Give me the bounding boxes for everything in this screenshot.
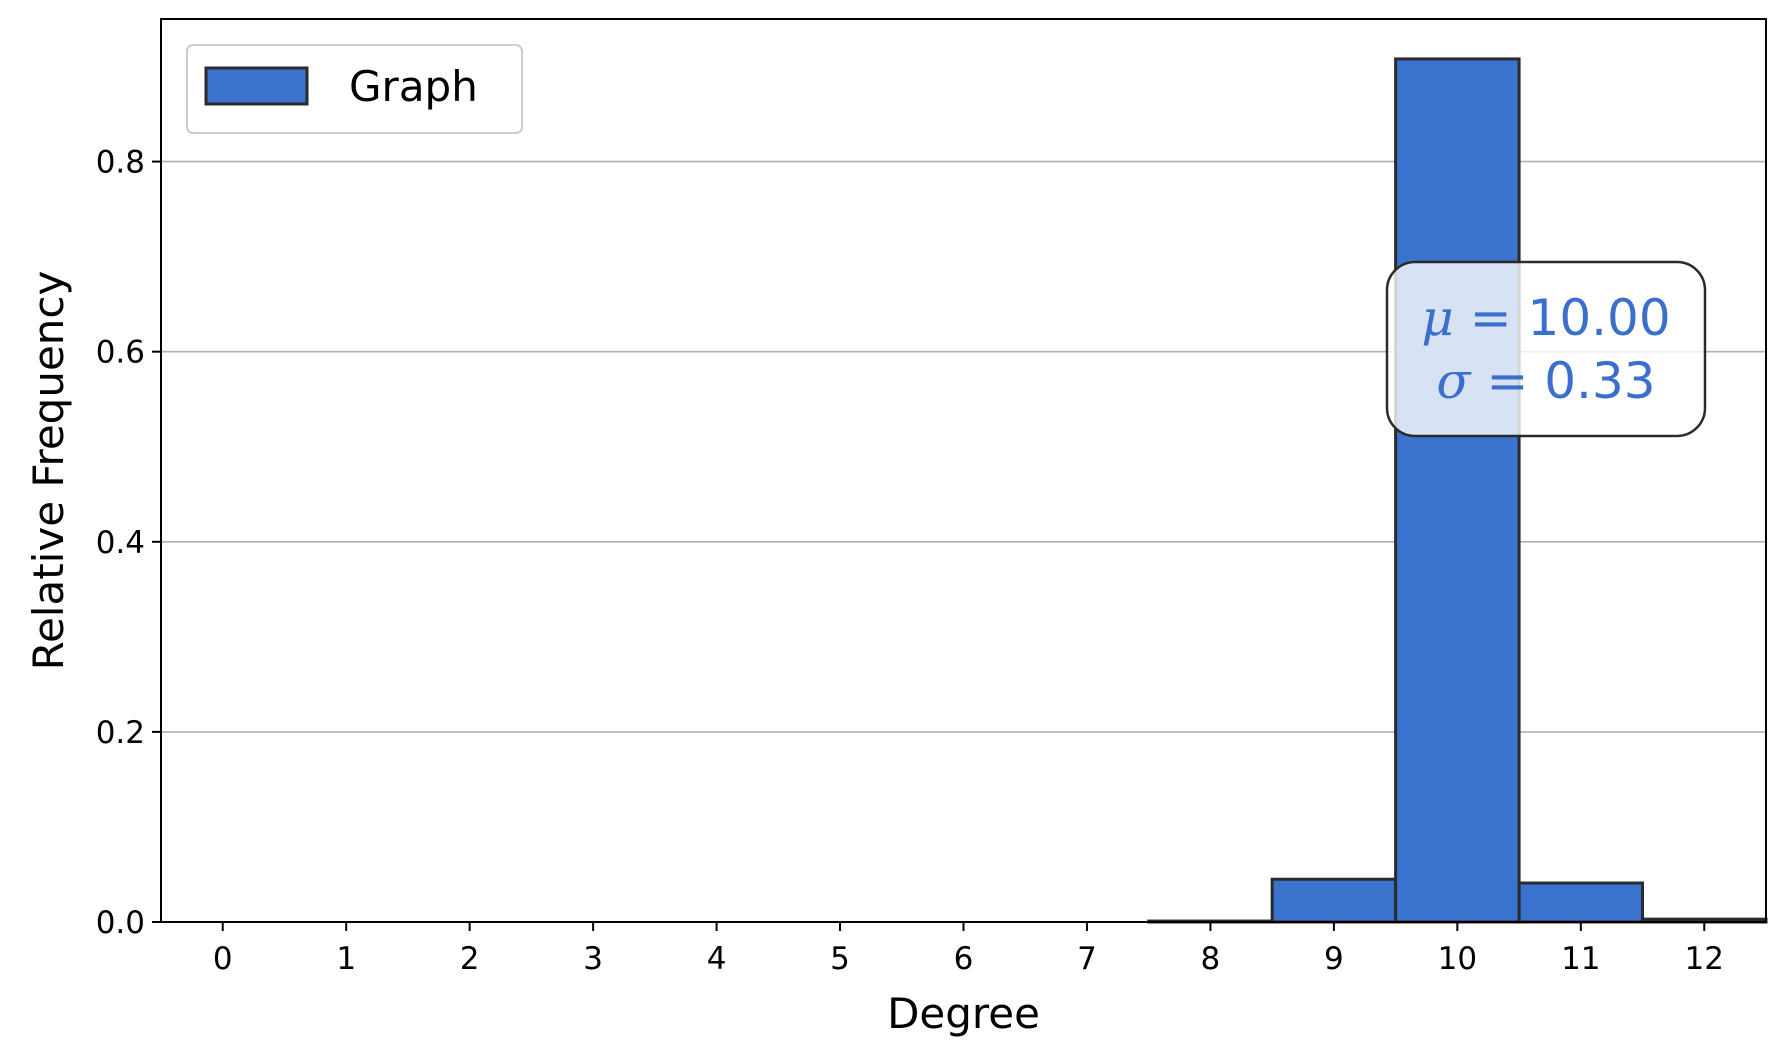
y-axis-label: Relative Frequency [24, 271, 73, 671]
x-tick-label: 12 [1685, 941, 1724, 977]
stats-annotation-box [1385, 260, 1707, 438]
sigma-symbol: σ [1436, 352, 1472, 410]
legend-label: Graph [349, 62, 478, 111]
mean-value: = 10.00 [1454, 289, 1671, 347]
x-tick-label: 2 [460, 941, 480, 977]
grid-lines [161, 160, 1766, 733]
x-tick-label: 5 [830, 941, 850, 977]
std-annotation: σ = 0.33 [1436, 352, 1655, 410]
bars [1147, 57, 1768, 924]
bar-degree-10 [1394, 57, 1521, 924]
x-axis-label: Degree [887, 989, 1040, 1038]
bar-degree-9 [1270, 877, 1398, 924]
mean-annotation: μ = 10.00 [1421, 289, 1670, 347]
x-tick-label: 1 [336, 941, 356, 977]
bar-degree-11 [1517, 881, 1645, 924]
x-tick-label: 6 [954, 941, 974, 977]
x-tick-label: 8 [1201, 941, 1221, 977]
legend-swatch [204, 66, 309, 106]
x-ticks: 0 1 2 3 4 5 6 7 8 9 10 11 12 [213, 922, 1724, 977]
x-tick-label: 4 [707, 941, 727, 977]
x-tick-label: 11 [1561, 941, 1600, 977]
x-tick-label: 10 [1438, 941, 1477, 977]
x-tick-label: 9 [1324, 941, 1344, 977]
std-value: = 0.33 [1471, 352, 1656, 410]
stats-annotation: μ = 10.00 σ = 0.33 [1385, 260, 1707, 438]
y-tick-label: 0.8 [96, 145, 145, 181]
y-tick-label: 0.6 [96, 335, 145, 371]
mu-symbol: μ [1421, 289, 1454, 347]
x-tick-label: 3 [583, 941, 603, 977]
x-tick-label: 0 [213, 941, 233, 977]
y-tick-label: 0.4 [96, 525, 145, 561]
plot-frame [160, 18, 1767, 923]
y-ticks: 0.0 0.2 0.4 0.6 0.8 [96, 145, 161, 941]
y-tick-label: 0.0 [96, 905, 145, 941]
legend: Graph [186, 44, 523, 134]
y-tick-label: 0.2 [96, 715, 145, 751]
x-tick-label: 7 [1077, 941, 1097, 977]
